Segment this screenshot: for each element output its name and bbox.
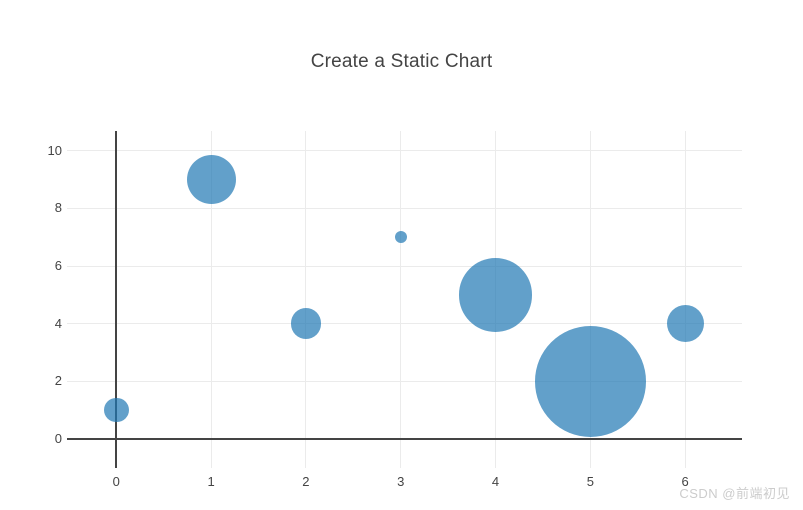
bubble xyxy=(103,397,129,423)
x-tick-label: 2 xyxy=(302,474,310,489)
x-tick-label: 6 xyxy=(681,474,689,489)
gridline-horizontal xyxy=(67,150,742,152)
x-tick-label: 1 xyxy=(207,474,215,489)
gridline-horizontal xyxy=(67,380,742,382)
x-tick-label: 3 xyxy=(397,474,405,489)
bubble xyxy=(666,305,704,343)
y-tick-label: 0 xyxy=(54,430,62,446)
bubble xyxy=(458,257,533,332)
bubble xyxy=(186,155,236,205)
gridline-horizontal xyxy=(67,207,742,209)
gridline-vertical xyxy=(210,131,212,468)
y-tick-label: 2 xyxy=(54,373,62,389)
plot-area xyxy=(67,131,742,468)
x-tick-label: 5 xyxy=(586,474,594,489)
y-tick-label: 4 xyxy=(54,315,62,331)
gridline-vertical xyxy=(684,131,686,468)
gridline-vertical xyxy=(400,131,402,468)
watermark: CSDN @前端初见 xyxy=(679,486,790,501)
chart-title: Create a Static Chart xyxy=(310,51,493,72)
y-tick-label: 8 xyxy=(54,200,62,216)
gridline-horizontal xyxy=(67,265,742,267)
gridline-vertical xyxy=(589,131,591,468)
y-tick-label: 10 xyxy=(47,142,62,158)
gridline-vertical xyxy=(305,131,307,468)
zero-line-x xyxy=(115,131,118,468)
bubble xyxy=(394,231,407,244)
zero-line-y xyxy=(67,437,742,440)
y-tick-label: 6 xyxy=(54,258,62,274)
bubble xyxy=(534,325,646,437)
x-tick-label: 0 xyxy=(112,474,120,489)
x-tick-label: 4 xyxy=(491,474,500,489)
gridline-horizontal xyxy=(67,323,742,325)
bubble xyxy=(290,308,322,340)
